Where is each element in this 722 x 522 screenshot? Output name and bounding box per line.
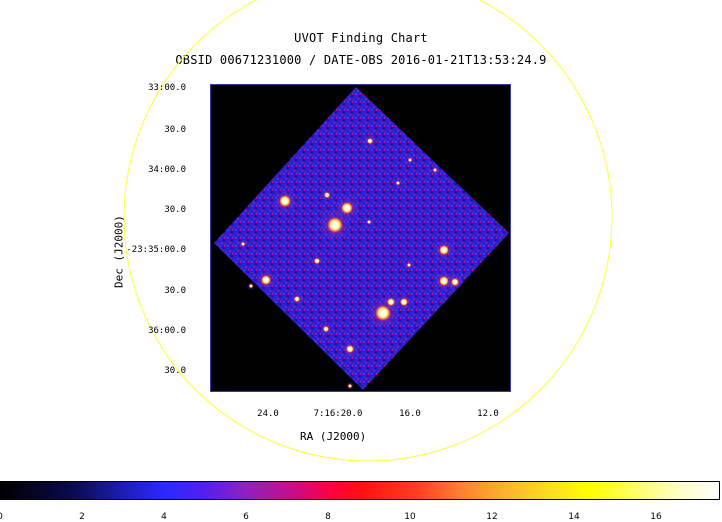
star — [346, 345, 354, 353]
colorbar-tick-label: 14 — [568, 512, 580, 522]
y-tick-label: 33:00.0 — [148, 83, 186, 93]
colorbar-tick-label: 12 — [486, 512, 498, 522]
colorbar-tick-label: 2 — [79, 512, 85, 522]
star — [341, 202, 353, 214]
star — [367, 138, 373, 144]
star — [439, 245, 449, 255]
y-tick-label: -23:35:00.0 — [126, 245, 186, 255]
star — [396, 181, 400, 185]
star — [367, 220, 371, 224]
star — [451, 278, 459, 286]
chart-title: UVOT Finding Chart — [294, 31, 428, 45]
colorbar-tick-label: 10 — [404, 512, 416, 522]
y-tick-label: 34:00.0 — [148, 165, 186, 175]
star — [407, 263, 411, 267]
star — [324, 192, 330, 198]
colorbar — [0, 481, 720, 500]
star — [241, 242, 245, 246]
y-tick-label: 36:00.0 — [148, 326, 186, 336]
star — [249, 284, 253, 288]
star — [261, 275, 271, 285]
y-tick-label: 30.0 — [164, 366, 186, 376]
y-tick-label: 30.0 — [164, 205, 186, 215]
finding-chart-image — [210, 84, 511, 392]
x-tick-label: 7:16:20.0 — [313, 409, 363, 419]
star — [294, 296, 300, 302]
y-tick-label: 30.0 — [164, 125, 186, 135]
y-tick-label: 30.0 — [164, 286, 186, 296]
star — [323, 326, 329, 332]
colorbar-tick-label: 6 — [243, 512, 249, 522]
x-axis-label: RA (J2000) — [300, 430, 367, 443]
colorbar-tick-label: 0 — [0, 512, 15, 522]
x-tick-label: 24.0 — [257, 409, 279, 419]
star — [433, 168, 437, 172]
star — [348, 384, 352, 388]
x-tick-label: 12.0 — [477, 409, 499, 419]
sky-image — [214, 87, 509, 391]
colorbar-tick-label: 4 — [161, 512, 167, 522]
star — [279, 195, 291, 207]
y-axis-label: Dec (J2000) — [112, 215, 126, 288]
star — [387, 298, 395, 306]
chart-subtitle: OBSID 00671231000 / DATE-OBS 2016-01-21T… — [175, 53, 547, 67]
colorbar-tick-label: 8 — [325, 512, 331, 522]
star — [314, 258, 320, 264]
exposure-diamond — [214, 87, 509, 390]
star — [408, 158, 412, 162]
star — [400, 298, 408, 306]
colorbar-tick-label: 16 — [650, 512, 662, 522]
x-tick-label: 16.0 — [399, 409, 421, 419]
